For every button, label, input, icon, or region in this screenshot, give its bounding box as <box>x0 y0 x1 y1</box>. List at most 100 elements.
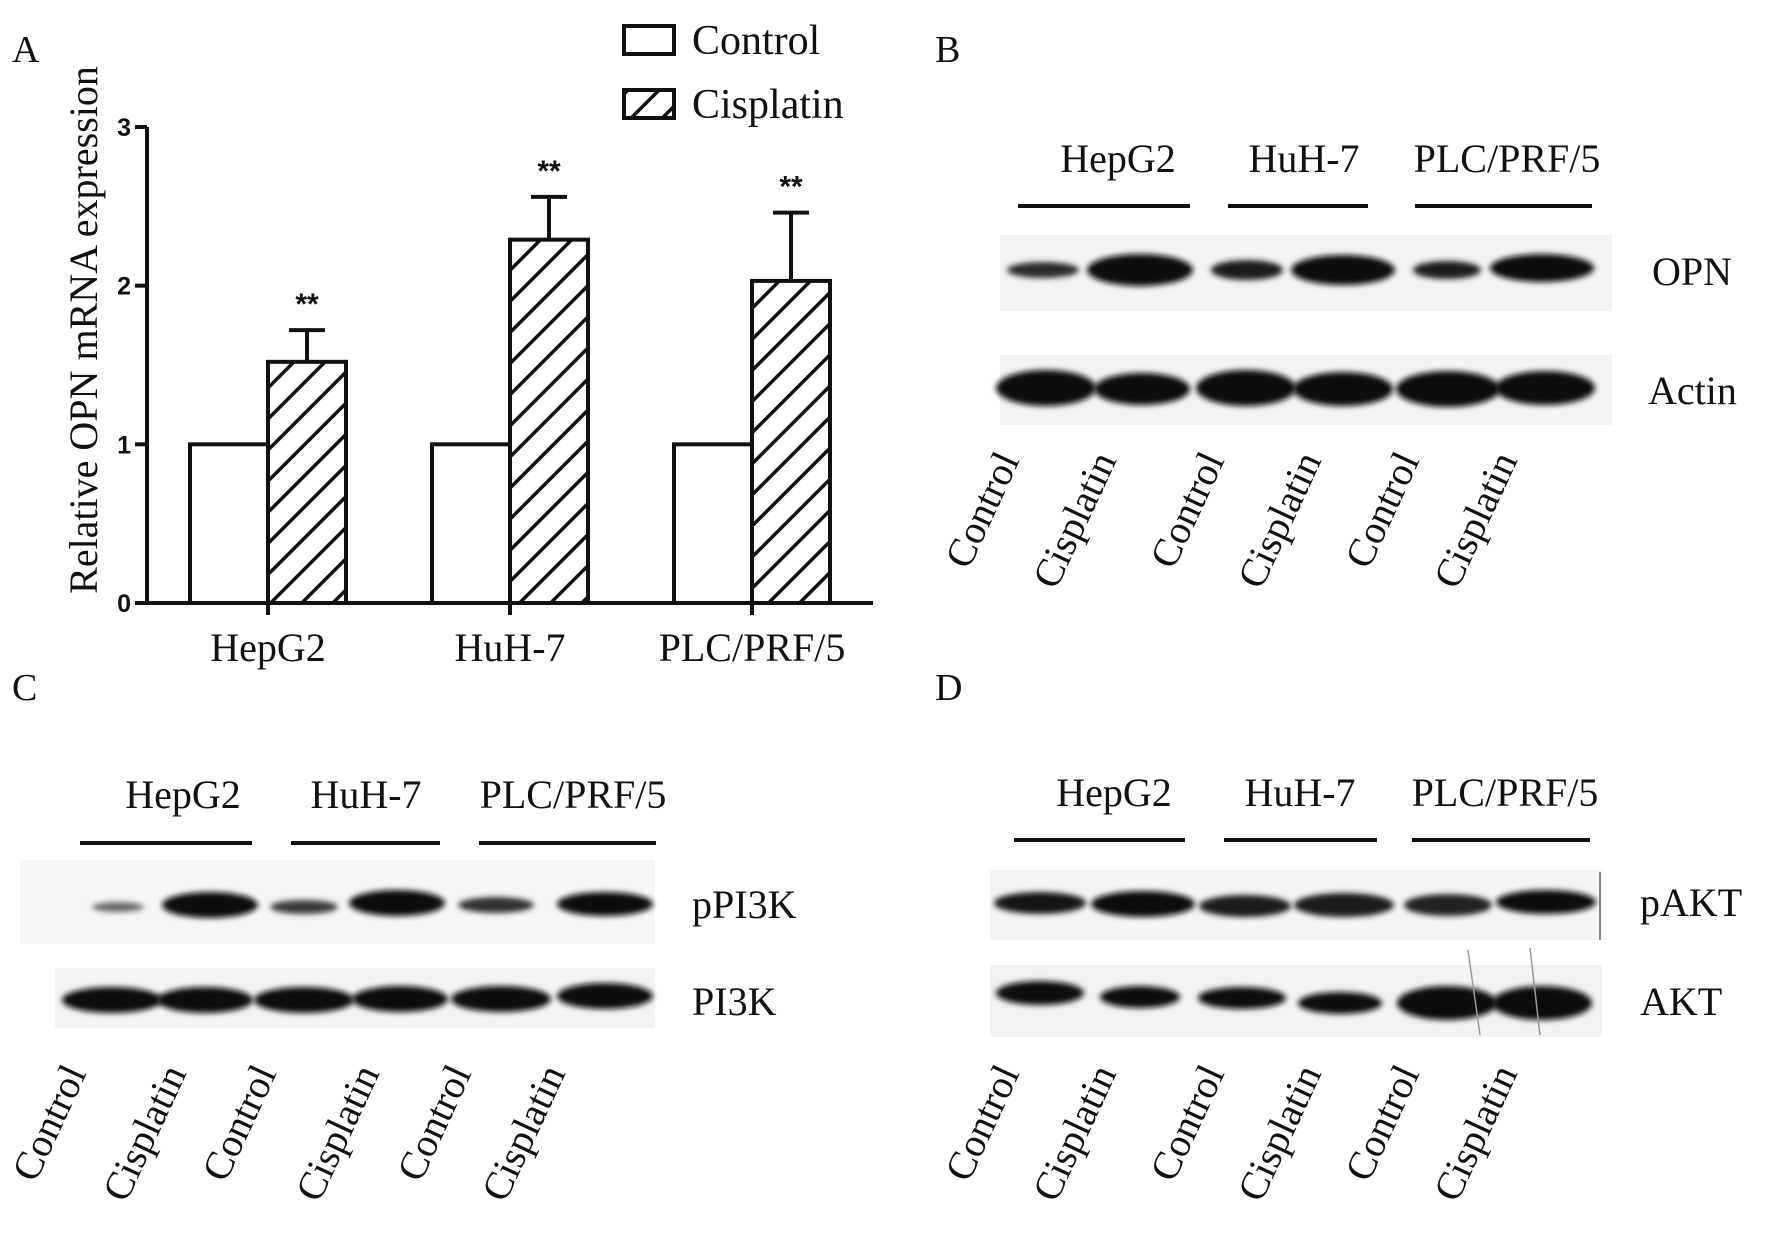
blot-d-label-pakt: pAKT <box>1640 880 1742 925</box>
y-tick-label: 1 <box>117 431 131 459</box>
x-category-label: HuH-7 <box>454 625 565 670</box>
panel-label-b: B <box>935 29 960 71</box>
blot-b-band-opn-hepg2-cisplatin <box>1087 254 1193 286</box>
lane-label-cisplatin: Cisplatin <box>1023 1058 1125 1208</box>
panel-label-a: A <box>12 29 40 71</box>
blot-c-band-ppi3k-plc-control <box>458 897 534 913</box>
bar-control <box>188 442 270 606</box>
blot-c-band-ppi3k-hepg2-control <box>92 902 144 912</box>
bar-cisplatin <box>750 278 832 605</box>
blot-c-band-pi3k-6 <box>557 983 653 1009</box>
blot-d-band-pakt-huh7-cisplatin <box>1294 893 1394 917</box>
blot-b-header-plc: PLC/PRF/5 <box>1414 136 1601 181</box>
blot-b-band-actin-3 <box>1196 370 1296 406</box>
lane-label-cisplatin: Cisplatin <box>1228 1058 1330 1208</box>
blot-c-band-ppi3k-hepg2-cisplatin <box>162 892 258 918</box>
bar-chart: Relative OPN mRNA expression 0 1 2 3 HepG2 H… <box>61 18 873 670</box>
blot-c-band-pi3k-3 <box>254 987 354 1013</box>
blot-c-header-plc: PLC/PRF/5 <box>480 772 667 817</box>
lane-label-cisplatin: Cisplatin <box>1023 445 1125 595</box>
lane-label-control: Control <box>388 1058 480 1188</box>
y-axis-label: Relative OPN mRNA expression <box>61 66 106 594</box>
lane-label-control: Control <box>1141 1058 1233 1188</box>
blot-d-scratch-2 <box>1529 947 1541 1036</box>
lane-label-control: Control <box>1336 1058 1428 1188</box>
significance-marker: ** <box>295 288 319 321</box>
panel-label-d: D <box>935 667 962 709</box>
y-tick-label: 0 <box>117 590 131 618</box>
blot-c-band-pi3k-1 <box>62 987 162 1013</box>
y-tick-label: 2 <box>117 273 131 301</box>
lane-label-control: Control <box>193 1058 285 1188</box>
blot-d-band-pakt-plc-control <box>1404 894 1492 916</box>
blot-d-band-akt-2 <box>1100 986 1180 1008</box>
lane-label-cisplatin: Cisplatin <box>1228 445 1330 595</box>
blot-d-band-akt-1 <box>996 981 1084 1005</box>
blot-panel-b: HepG2 HuH-7 PLC/PRF/5 OPN Actin ControlC… <box>936 136 1737 595</box>
lane-label-control: Control <box>936 445 1028 575</box>
significance-marker: ** <box>779 171 803 204</box>
blot-b-band-actin-2 <box>1094 373 1190 405</box>
blot-c-header-hepg2: HepG2 <box>125 772 241 817</box>
lane-label-control: Control <box>1141 445 1233 575</box>
blot-d-band-pakt-plc-cisplatin <box>1496 890 1596 914</box>
blot-b-band-opn-hepg2-control <box>1007 262 1079 278</box>
lane-label-cisplatin: Cisplatin <box>1424 1058 1526 1208</box>
blot-b-header-huh7: HuH-7 <box>1248 136 1359 181</box>
blot-b-band-opn-huh7-cisplatin <box>1291 255 1395 285</box>
blot-b-band-actin-1 <box>996 370 1096 406</box>
blot-b-label-actin: Actin <box>1648 368 1737 413</box>
blot-d-header-huh7: HuH-7 <box>1244 770 1355 815</box>
blot-c-band-ppi3k-huh7-cisplatin <box>349 890 445 916</box>
panel-label-c: C <box>12 667 37 709</box>
blot-d-band-pakt-huh7-control <box>1199 895 1291 917</box>
blot-b-band-opn-plc-cisplatin <box>1490 254 1594 282</box>
blot-c-membrane-ppi3k <box>20 860 655 944</box>
blot-c-band-pi3k-5 <box>451 986 551 1012</box>
lane-label-cisplatin: Cisplatin <box>286 1058 388 1208</box>
blot-c-band-pi3k-2 <box>157 987 253 1013</box>
blot-b-band-opn-huh7-control <box>1211 260 1283 280</box>
bar-cisplatin <box>508 237 590 606</box>
legend-swatch-cisplatin <box>622 88 676 120</box>
blot-d-header-hepg2: HepG2 <box>1056 770 1172 815</box>
bars: ** ** ** <box>188 155 832 606</box>
lane-label-control: Control <box>936 1058 1028 1188</box>
x-category-label: HepG2 <box>210 625 326 670</box>
lane-label-cisplatin: Cisplatin <box>1424 445 1526 595</box>
blot-c-band-ppi3k-huh7-control <box>270 900 338 914</box>
blot-b-band-actin-4 <box>1293 372 1393 406</box>
significance-marker: ** <box>537 155 561 188</box>
blot-b-band-actin-5 <box>1396 371 1500 407</box>
blot-d-label-akt: AKT <box>1640 979 1722 1024</box>
blot-c-band-ppi3k-plc-cisplatin <box>557 892 653 916</box>
blot-d-scratch-1 <box>1467 949 1481 1036</box>
blot-d-band-akt-6 <box>1492 986 1592 1020</box>
bar-control <box>672 442 754 606</box>
blot-d-band-akt-4 <box>1298 992 1382 1014</box>
blot-panel-c: HepG2 HuH-7 PLC/PRF/5 pPI3K PI3K Control… <box>3 772 797 1208</box>
lane-label-cisplatin: Cisplatin <box>472 1058 574 1208</box>
blot-d-header-plc: PLC/PRF/5 <box>1412 770 1599 815</box>
blot-d-band-pakt-hepg2-control <box>994 892 1086 914</box>
y-tick-label: 3 <box>117 114 131 142</box>
blot-b-band-opn-plc-control <box>1413 261 1481 279</box>
blot-d-band-akt-5 <box>1397 986 1497 1020</box>
x-category-label: PLC/PRF/5 <box>659 625 846 670</box>
bar-control <box>430 442 512 606</box>
blot-d-band-pakt-hepg2-cisplatin <box>1091 891 1195 917</box>
blot-c-label-ppi3k: pPI3K <box>692 882 797 927</box>
blot-c-band-pi3k-4 <box>352 986 448 1012</box>
blot-b-header-hepg2: HepG2 <box>1060 136 1176 181</box>
blot-d-band-akt-3 <box>1198 987 1286 1009</box>
blot-b-band-actin-6 <box>1495 371 1595 405</box>
blot-b-label-opn: OPN <box>1652 249 1732 294</box>
lane-label-cisplatin: Cisplatin <box>93 1058 195 1208</box>
legend-label-cisplatin: Cisplatin <box>692 82 844 128</box>
bar-cisplatin <box>266 359 348 605</box>
blot-panel-d: HepG2 HuH-7 PLC/PRF/5 pAKT AKT ControlCi… <box>936 770 1743 1208</box>
lane-label-control: Control <box>3 1058 95 1188</box>
y-axis: 0 1 2 3 <box>117 114 149 618</box>
